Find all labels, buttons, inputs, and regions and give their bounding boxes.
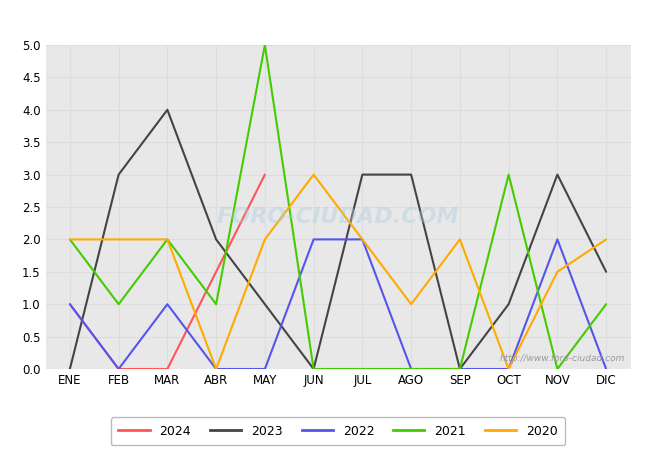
- Text: Matriculaciones de Vehiculos en Vencillón: Matriculaciones de Vehiculos en Vencilló…: [137, 11, 513, 29]
- Text: http://www.foro-ciudad.com: http://www.foro-ciudad.com: [499, 354, 625, 363]
- Legend: 2024, 2023, 2022, 2021, 2020: 2024, 2023, 2022, 2021, 2020: [111, 417, 566, 446]
- Text: FORO-CIUDAD.COM: FORO-CIUDAD.COM: [216, 207, 460, 227]
